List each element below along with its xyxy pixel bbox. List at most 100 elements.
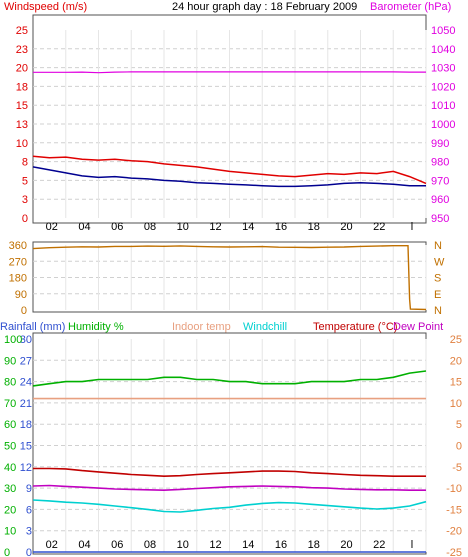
x-tick-label: 20 (340, 539, 352, 551)
windspeed-line (32, 155, 427, 185)
wind-tick-label: 25 (16, 25, 28, 37)
compass-tick-label: W (434, 256, 445, 268)
rain-tick-label: 15 (20, 441, 32, 453)
wind-direction-line (32, 244, 427, 311)
barometer-line (33, 71, 426, 74)
wind-tick-label: 15 (16, 100, 28, 112)
x-tick-label: 12 (209, 221, 221, 233)
wind-tick-label: 5 (22, 175, 28, 187)
direction-tick-label: 180 (9, 273, 27, 285)
rain-tick-label: 21 (20, 398, 32, 410)
rain-tick-label: 12 (20, 462, 32, 474)
baro-tick-label: 960 (431, 194, 449, 206)
panel1-x-ticks: 02 04 06 08 10 12 14 16 18 20 22 l (46, 221, 414, 233)
panel3-x-ticks: 02 04 06 08 10 12 14 16 18 20 22 l (46, 539, 414, 551)
humidity-tick-label: 30 (4, 483, 16, 495)
temp-tick-label: 25 (450, 334, 462, 346)
direction-degree-ticks: 0 90 180 270 360 (9, 240, 27, 317)
compass-tick-label: N (434, 305, 442, 317)
temp-tick-label: -15 (446, 504, 462, 516)
baro-tick-label: 950 (431, 213, 449, 225)
legend-temperature: Temperature (°C) (313, 321, 397, 333)
temp-tick-label: 5 (456, 419, 462, 431)
temp-tick-label: -25 (446, 547, 462, 557)
wind-tick-label: 13 (16, 119, 28, 131)
humidity-tick-label: 60 (4, 419, 16, 431)
wind-axis-ticks: 0 3 5 8 10 13 15 18 20 23 25 (16, 25, 28, 225)
panel3-grid (33, 339, 427, 552)
baro-tick-label: 990 (431, 138, 449, 150)
humidity-tick-label: 20 (4, 504, 16, 516)
x-tick-label: l (411, 539, 413, 551)
barometer-axis-ticks: 950 960 970 980 990 1000 1010 1020 1030 1040 1050 (431, 25, 455, 225)
humidity-tick-label: 40 (4, 462, 16, 474)
panel1-series (32, 71, 427, 188)
windspeed-label: Windspeed (m/s) (4, 1, 87, 13)
humidity-line (32, 370, 427, 387)
windchill-line (32, 499, 427, 513)
x-tick-label: 10 (177, 539, 189, 551)
x-tick-label: 12 (209, 539, 221, 551)
baro-tick-label: 980 (431, 157, 449, 169)
x-tick-label: 22 (373, 221, 385, 233)
humidity-tick-label: 0 (4, 547, 10, 557)
dew-point-line (32, 484, 426, 492)
humidity-tick-label: 10 (4, 526, 16, 538)
temp-tick-label: 15 (450, 377, 462, 389)
x-tick-label: 14 (242, 221, 254, 233)
x-tick-label: 18 (308, 221, 320, 233)
x-tick-label: 02 (46, 539, 58, 551)
temperature-line (33, 467, 426, 478)
x-tick-label: 16 (275, 539, 287, 551)
rain-tick-label: 18 (20, 419, 32, 431)
compass-tick-label: N (434, 240, 442, 252)
direction-tick-label: 270 (9, 256, 27, 268)
x-tick-label: 22 (373, 539, 385, 551)
temp-tick-label: 10 (450, 398, 462, 410)
baro-tick-label: 1040 (431, 44, 455, 56)
panel1-grid (33, 30, 427, 218)
x-tick-label: 08 (144, 221, 156, 233)
temp-tick-label: -20 (446, 526, 462, 538)
x-tick-label: 16 (275, 221, 287, 233)
compass-tick-label: E (434, 289, 441, 301)
temp-tick-label: -5 (452, 462, 462, 474)
x-tick-label: l (411, 221, 413, 233)
direction-tick-label: 360 (9, 240, 27, 252)
temp-tick-label: -10 (446, 483, 462, 495)
humidity-tick-label: 90 (4, 355, 16, 367)
compass-tick-label: S (434, 273, 441, 285)
graph-title: 24 hour graph day : 18 February 2009 (172, 1, 357, 13)
panel2-grid (33, 245, 427, 310)
temp-tick-label: 20 (450, 355, 462, 367)
humidity-tick-label: 100 (4, 334, 22, 346)
x-tick-label: 04 (78, 539, 90, 551)
baro-tick-label: 1030 (431, 63, 455, 75)
direction-tick-label: 0 (21, 305, 27, 317)
rain-tick-label: 27 (20, 355, 32, 367)
x-tick-label: 08 (144, 539, 156, 551)
wind-tick-label: 8 (22, 157, 28, 169)
wind-tick-label: 3 (22, 194, 28, 206)
baro-tick-label: 1010 (431, 100, 455, 112)
rainfall-axis-ticks: 0 3 6 9 12 15 18 21 24 27 30 (20, 334, 32, 557)
rain-tick-label: 30 (20, 334, 32, 346)
wind-tick-label: 10 (16, 138, 28, 150)
wind-tick-label: 20 (16, 63, 28, 75)
rain-tick-label: 24 (20, 377, 32, 389)
direction-tick-label: 90 (15, 289, 27, 301)
panel3-legend: Rainfall (mm) Humidity % Indoor temp Win… (0, 321, 443, 333)
rain-tick-label: 6 (26, 504, 32, 516)
x-tick-label: 20 (340, 221, 352, 233)
rain-tick-label: 0 (26, 547, 32, 557)
x-tick-label: 02 (46, 221, 58, 233)
humidity-tick-label: 70 (4, 398, 16, 410)
x-tick-label: 14 (242, 539, 254, 551)
wind-barometer-panel: 0 3 5 8 10 13 15 18 20 23 25 950 960 970 980 990 1000 10… (16, 14, 455, 233)
x-tick-label: 04 (78, 221, 90, 233)
baro-tick-label: 1000 (431, 119, 455, 131)
